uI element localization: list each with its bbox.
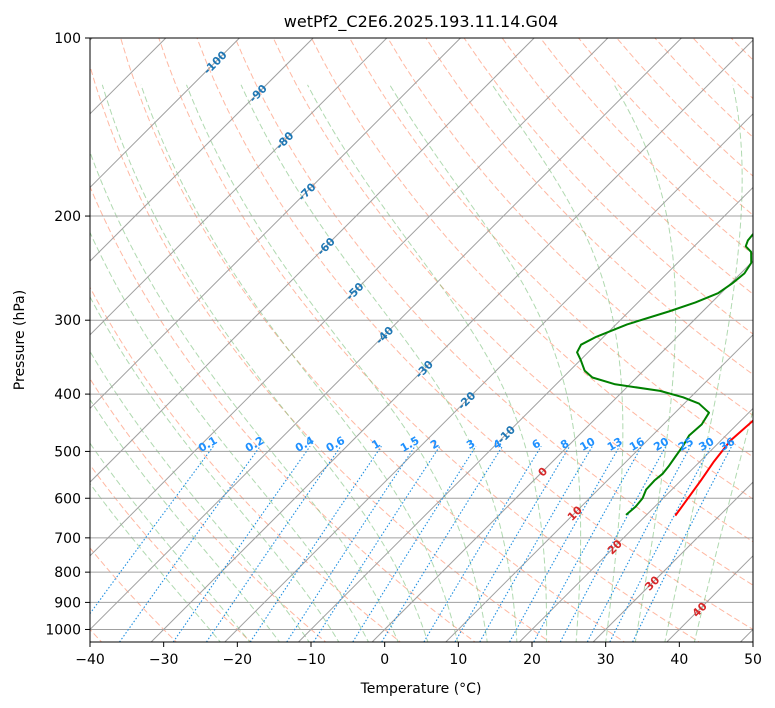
mixing-ratio-line (172, 445, 311, 642)
plot-frame (89, 37, 754, 643)
y-tick-label: 400 (54, 387, 81, 403)
y-axis: 100 200 300 400 500 600 700 800 900 1000 (45, 31, 90, 638)
moist-adiabat (90, 350, 310, 642)
moist-adiabat (693, 408, 753, 642)
mixing-ratio-line (205, 445, 342, 642)
moist-adiabat (389, 84, 582, 642)
mixing-ratio-line (286, 445, 416, 642)
isotherm (519, 407, 753, 642)
y-axis-title: Pressure (hPa) (12, 290, 28, 390)
dry-adiabat (90, 464, 252, 642)
isotherm (592, 481, 753, 642)
y-tick-label: 700 (54, 531, 81, 547)
isotherm (90, 38, 240, 189)
mixing-ratio-line (119, 445, 261, 642)
dry-adiabat (310, 38, 753, 500)
moist-adiabat (491, 84, 624, 642)
moist-adiabat (186, 84, 488, 642)
y-tick-label: 600 (54, 491, 81, 507)
y-tick-label: 200 (54, 209, 81, 225)
isotherm (90, 38, 535, 483)
data-series (576, 232, 753, 517)
isotherm (90, 38, 461, 410)
moist-adiabat (90, 295, 340, 642)
isotherm (445, 334, 753, 642)
isotherm (298, 186, 753, 642)
x-axis: −40 −30 −20 −10 0 10 20 30 40 50 (75, 642, 762, 668)
mixing-ratio-line (249, 445, 382, 642)
dry-adiabat (90, 185, 476, 642)
x-tick-label: 30 (597, 652, 615, 668)
dry-adiabat (387, 38, 753, 417)
mixing-ratio-line (423, 445, 542, 642)
x-tick-label: 10 (449, 652, 467, 668)
y-tick-label: 100 (54, 31, 81, 47)
dry-adiabat (234, 38, 753, 586)
mixing-ratio-line (533, 445, 643, 642)
mixing-ratio-line (313, 445, 441, 642)
y-tick-label: 1000 (45, 622, 81, 638)
background-lines (90, 38, 753, 642)
isotherm (90, 38, 388, 336)
mixing-ratio-line (90, 445, 214, 615)
dry-adiabat (501, 38, 753, 295)
dry-adiabat (463, 38, 753, 335)
x-tick-label: 50 (744, 652, 762, 668)
y-tick-label: 900 (54, 595, 81, 611)
x-tick-label: 0 (380, 652, 389, 668)
mixing-ratio-line (509, 445, 621, 642)
moist-adiabat (90, 398, 281, 642)
isotherm (90, 38, 609, 557)
moist-adiabat (140, 84, 459, 642)
dry-adiabat (349, 38, 753, 458)
isotherm (150, 39, 753, 642)
x-tick-label: −30 (149, 652, 179, 668)
y-tick-label: 300 (54, 313, 81, 329)
x-tick-label: −20 (223, 652, 253, 668)
isotherm (224, 113, 753, 642)
isotherm (90, 38, 314, 262)
mixing-ratio-line (454, 445, 571, 642)
isotherm (371, 260, 753, 642)
mixing-ratio-line (479, 445, 593, 642)
y-tick-label: 500 (54, 444, 81, 460)
x-tick-label: 40 (670, 652, 688, 668)
dewpoint-profile (576, 232, 753, 516)
y-tick-label: 800 (54, 565, 81, 581)
dry-adiabat (90, 64, 551, 642)
moist-adiabat (240, 84, 518, 642)
moist-adiabat (613, 84, 677, 642)
temperature-profile (674, 419, 753, 517)
mixing-ratio-line (632, 445, 733, 642)
x-tick-label: 20 (523, 652, 541, 668)
moist-adiabat (90, 231, 370, 642)
mixing-ratio-line (352, 445, 477, 642)
isotherm (90, 38, 682, 631)
moist-adiabat (101, 84, 429, 642)
moist-adiabat (307, 84, 548, 642)
chart-title: wetPf2_C2E6.2025.193.11.14.G04 (284, 12, 558, 32)
x-axis-title: Temperature (°C) (360, 681, 482, 697)
moist-adiabat (90, 150, 399, 642)
x-tick-label: −10 (296, 652, 326, 668)
x-tick-label: −40 (75, 652, 105, 668)
dry-adiabat (196, 38, 753, 631)
moist-adiabat (664, 84, 743, 642)
